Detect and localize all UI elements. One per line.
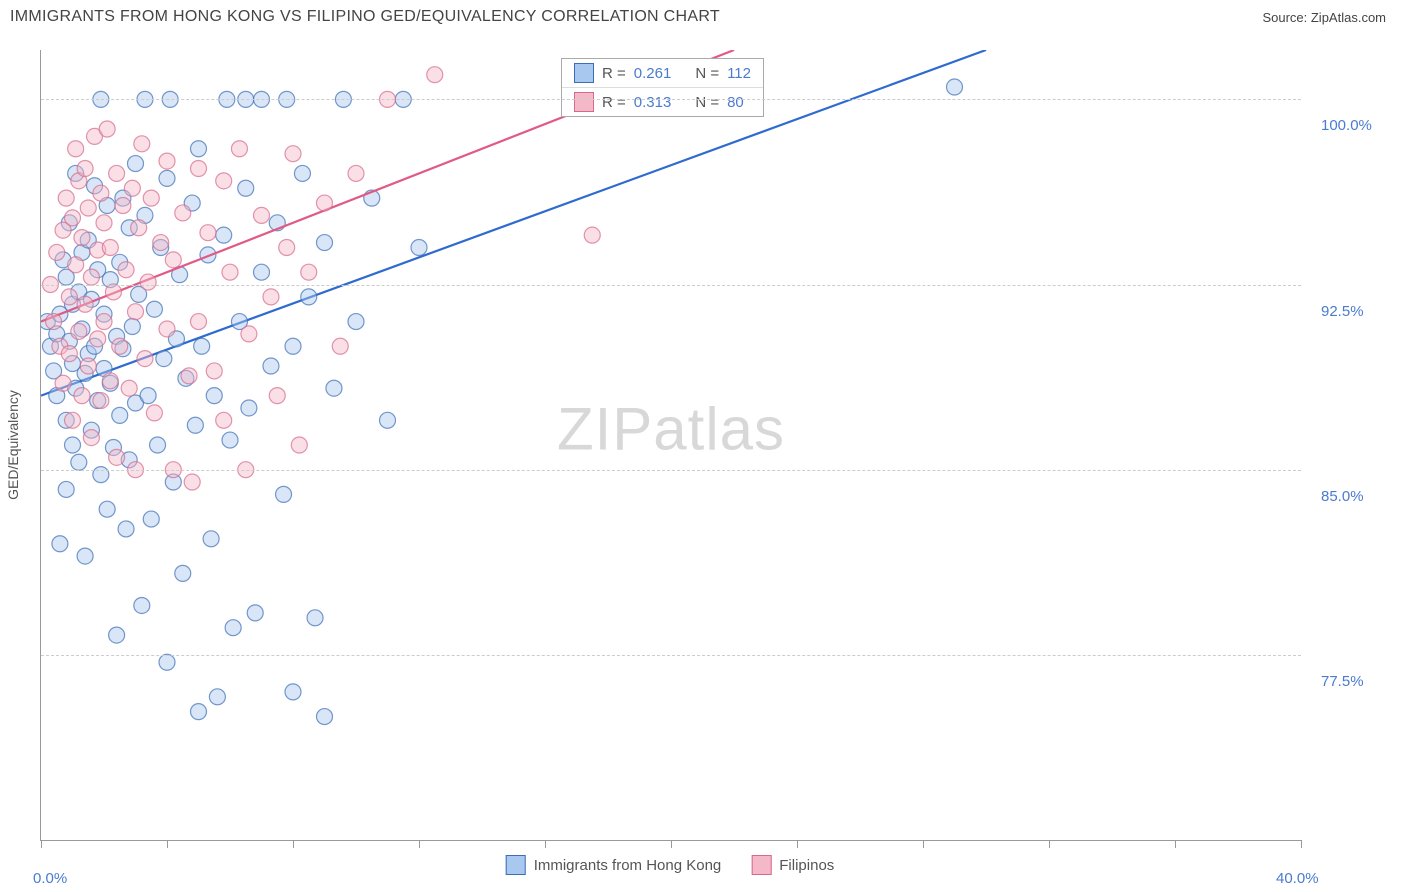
gridline <box>41 470 1301 471</box>
correlation-legend: R = 0.261 N = 112 R = 0.313 N = 80 <box>561 58 764 117</box>
n-value-1: 112 <box>727 65 751 82</box>
y-tick-label: 92.5% <box>1321 303 1364 320</box>
x-tick <box>1049 840 1050 848</box>
n-label: N = <box>695 65 719 82</box>
y-axis-label: GED/Equivalency <box>5 390 21 500</box>
legend-label: Immigrants from Hong Kong <box>534 857 722 874</box>
legend-item-hongkong: Immigrants from Hong Kong <box>506 855 722 875</box>
legend-row-2: R = 0.313 N = 80 <box>562 88 763 116</box>
x-tick <box>1175 840 1176 848</box>
legend-label: Filipinos <box>779 857 834 874</box>
y-tick-label: 77.5% <box>1321 673 1364 690</box>
x-tick <box>293 840 294 848</box>
swatch-hongkong <box>574 63 594 83</box>
scatter-svg <box>41 50 1301 840</box>
x-tick-label: 40.0% <box>1276 870 1319 887</box>
x-tick <box>419 840 420 848</box>
x-tick <box>923 840 924 848</box>
source-label: Source: ZipAtlas.com <box>1262 10 1386 25</box>
n-label: N = <box>695 94 719 111</box>
legend-row-1: R = 0.261 N = 112 <box>562 59 763 88</box>
n-value-2: 80 <box>727 94 744 111</box>
y-tick-label: 100.0% <box>1321 117 1372 134</box>
x-tick-label: 0.0% <box>33 870 67 887</box>
r-label: R = <box>602 94 626 111</box>
gridline <box>41 99 1301 100</box>
x-tick <box>167 840 168 848</box>
chart-title: IMMIGRANTS FROM HONG KONG VS FILIPINO GE… <box>10 8 720 26</box>
x-tick <box>1301 840 1302 848</box>
legend-item-filipinos: Filipinos <box>751 855 834 875</box>
y-tick-label: 85.0% <box>1321 488 1364 505</box>
swatch-filipinos <box>574 92 594 112</box>
x-tick <box>41 840 42 848</box>
swatch-hongkong <box>506 855 526 875</box>
gridline <box>41 285 1301 286</box>
r-value-2: 0.313 <box>634 94 672 111</box>
r-label: R = <box>602 65 626 82</box>
chart-area: GED/Equivalency ZIPatlas R = 0.261 N = 1… <box>40 50 1300 840</box>
swatch-filipinos <box>751 855 771 875</box>
plot-region: GED/Equivalency ZIPatlas R = 0.261 N = 1… <box>40 50 1301 841</box>
r-value-1: 0.261 <box>634 65 672 82</box>
x-tick <box>545 840 546 848</box>
gridline <box>41 655 1301 656</box>
series-legend: Immigrants from Hong Kong Filipinos <box>506 855 835 875</box>
x-tick <box>797 840 798 848</box>
x-tick <box>671 840 672 848</box>
